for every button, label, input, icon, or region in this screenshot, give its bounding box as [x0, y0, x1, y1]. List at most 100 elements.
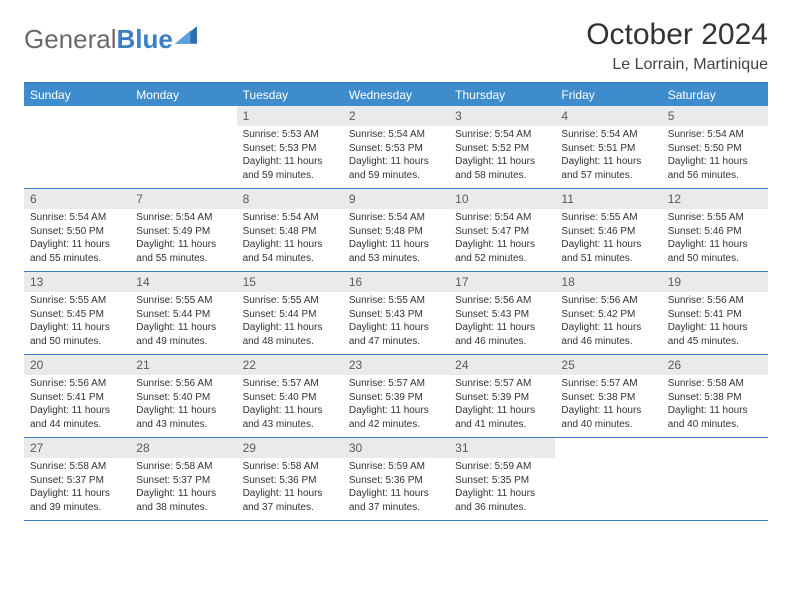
day-daylight1: Daylight: 11 hours: [455, 155, 549, 169]
day-cell: [24, 106, 130, 188]
day-daylight2: and 45 minutes.: [668, 335, 762, 349]
day-sunset: Sunset: 5:37 PM: [136, 474, 230, 488]
day-number: 12: [662, 189, 768, 209]
day-number: 21: [130, 355, 236, 375]
day-daylight1: Daylight: 11 hours: [30, 321, 124, 335]
day-sunset: Sunset: 5:40 PM: [243, 391, 337, 405]
day-sunset: Sunset: 5:43 PM: [349, 308, 443, 322]
day-body: Sunrise: 5:55 AMSunset: 5:44 PMDaylight:…: [237, 292, 343, 352]
day-sunrise: Sunrise: 5:55 AM: [243, 294, 337, 308]
day-sunset: Sunset: 5:50 PM: [668, 142, 762, 156]
day-number: 28: [130, 438, 236, 458]
day-number: [130, 106, 236, 112]
day-daylight2: and 36 minutes.: [455, 501, 549, 515]
day-cell: 23Sunrise: 5:57 AMSunset: 5:39 PMDayligh…: [343, 355, 449, 437]
day-sunrise: Sunrise: 5:57 AM: [455, 377, 549, 391]
day-daylight2: and 52 minutes.: [455, 252, 549, 266]
day-daylight1: Daylight: 11 hours: [561, 238, 655, 252]
day-body: Sunrise: 5:54 AMSunset: 5:50 PMDaylight:…: [662, 126, 768, 186]
weekday-header: Thursday: [449, 84, 555, 106]
day-sunset: Sunset: 5:53 PM: [349, 142, 443, 156]
day-sunrise: Sunrise: 5:55 AM: [668, 211, 762, 225]
day-sunset: Sunset: 5:38 PM: [668, 391, 762, 405]
day-body: Sunrise: 5:54 AMSunset: 5:47 PMDaylight:…: [449, 209, 555, 269]
day-daylight1: Daylight: 11 hours: [561, 404, 655, 418]
day-cell: 17Sunrise: 5:56 AMSunset: 5:43 PMDayligh…: [449, 272, 555, 354]
day-sunset: Sunset: 5:39 PM: [349, 391, 443, 405]
day-cell: 15Sunrise: 5:55 AMSunset: 5:44 PMDayligh…: [237, 272, 343, 354]
day-sunset: Sunset: 5:40 PM: [136, 391, 230, 405]
day-sunset: Sunset: 5:49 PM: [136, 225, 230, 239]
day-body: Sunrise: 5:55 AMSunset: 5:44 PMDaylight:…: [130, 292, 236, 352]
day-daylight1: Daylight: 11 hours: [349, 155, 443, 169]
logo-triangle-icon: [175, 26, 197, 44]
day-cell: 13Sunrise: 5:55 AMSunset: 5:45 PMDayligh…: [24, 272, 130, 354]
day-daylight2: and 53 minutes.: [349, 252, 443, 266]
day-body: Sunrise: 5:57 AMSunset: 5:38 PMDaylight:…: [555, 375, 661, 435]
day-sunrise: Sunrise: 5:58 AM: [136, 460, 230, 474]
day-daylight1: Daylight: 11 hours: [561, 155, 655, 169]
day-cell: 16Sunrise: 5:55 AMSunset: 5:43 PMDayligh…: [343, 272, 449, 354]
day-body: Sunrise: 5:53 AMSunset: 5:53 PMDaylight:…: [237, 126, 343, 186]
day-sunrise: Sunrise: 5:54 AM: [455, 128, 549, 142]
day-body: Sunrise: 5:54 AMSunset: 5:48 PMDaylight:…: [343, 209, 449, 269]
day-cell: 3Sunrise: 5:54 AMSunset: 5:52 PMDaylight…: [449, 106, 555, 188]
day-sunrise: Sunrise: 5:54 AM: [349, 128, 443, 142]
day-daylight2: and 38 minutes.: [136, 501, 230, 515]
day-daylight2: and 41 minutes.: [455, 418, 549, 432]
day-body: Sunrise: 5:54 AMSunset: 5:51 PMDaylight:…: [555, 126, 661, 186]
day-daylight1: Daylight: 11 hours: [243, 404, 337, 418]
day-daylight1: Daylight: 11 hours: [455, 321, 549, 335]
day-daylight2: and 57 minutes.: [561, 169, 655, 183]
day-body: Sunrise: 5:55 AMSunset: 5:45 PMDaylight:…: [24, 292, 130, 352]
brand-part1: General: [24, 24, 117, 55]
day-number: 11: [555, 189, 661, 209]
day-number: 26: [662, 355, 768, 375]
day-cell: [130, 106, 236, 188]
day-cell: 20Sunrise: 5:56 AMSunset: 5:41 PMDayligh…: [24, 355, 130, 437]
day-sunset: Sunset: 5:48 PM: [349, 225, 443, 239]
day-daylight2: and 56 minutes.: [668, 169, 762, 183]
day-number: 9: [343, 189, 449, 209]
location-text: Le Lorrain, Martinique: [586, 56, 768, 74]
day-sunrise: Sunrise: 5:57 AM: [243, 377, 337, 391]
day-sunset: Sunset: 5:35 PM: [455, 474, 549, 488]
day-body: Sunrise: 5:57 AMSunset: 5:39 PMDaylight:…: [343, 375, 449, 435]
weekday-header: Tuesday: [237, 84, 343, 106]
day-daylight2: and 40 minutes.: [561, 418, 655, 432]
weekday-header: Friday: [555, 84, 661, 106]
day-cell: 14Sunrise: 5:55 AMSunset: 5:44 PMDayligh…: [130, 272, 236, 354]
day-cell: 1Sunrise: 5:53 AMSunset: 5:53 PMDaylight…: [237, 106, 343, 188]
week-row: 1Sunrise: 5:53 AMSunset: 5:53 PMDaylight…: [24, 106, 768, 189]
day-daylight1: Daylight: 11 hours: [243, 238, 337, 252]
day-sunset: Sunset: 5:45 PM: [30, 308, 124, 322]
day-daylight1: Daylight: 11 hours: [243, 321, 337, 335]
day-daylight1: Daylight: 11 hours: [668, 238, 762, 252]
day-body: Sunrise: 5:58 AMSunset: 5:37 PMDaylight:…: [130, 458, 236, 518]
day-sunrise: Sunrise: 5:56 AM: [668, 294, 762, 308]
day-body: Sunrise: 5:56 AMSunset: 5:43 PMDaylight:…: [449, 292, 555, 352]
day-daylight1: Daylight: 11 hours: [349, 321, 443, 335]
day-daylight2: and 47 minutes.: [349, 335, 443, 349]
day-number: 16: [343, 272, 449, 292]
day-cell: 22Sunrise: 5:57 AMSunset: 5:40 PMDayligh…: [237, 355, 343, 437]
day-daylight2: and 55 minutes.: [136, 252, 230, 266]
day-daylight2: and 54 minutes.: [243, 252, 337, 266]
day-body: Sunrise: 5:58 AMSunset: 5:38 PMDaylight:…: [662, 375, 768, 435]
day-daylight2: and 49 minutes.: [136, 335, 230, 349]
day-sunrise: Sunrise: 5:54 AM: [561, 128, 655, 142]
day-number: 20: [24, 355, 130, 375]
day-sunrise: Sunrise: 5:58 AM: [243, 460, 337, 474]
day-number: 31: [449, 438, 555, 458]
day-cell: [662, 438, 768, 520]
day-cell: 10Sunrise: 5:54 AMSunset: 5:47 PMDayligh…: [449, 189, 555, 271]
day-daylight1: Daylight: 11 hours: [243, 487, 337, 501]
day-sunrise: Sunrise: 5:54 AM: [136, 211, 230, 225]
day-sunset: Sunset: 5:43 PM: [455, 308, 549, 322]
day-number: 14: [130, 272, 236, 292]
day-number: 15: [237, 272, 343, 292]
day-cell: 19Sunrise: 5:56 AMSunset: 5:41 PMDayligh…: [662, 272, 768, 354]
day-number: [555, 438, 661, 444]
day-cell: 9Sunrise: 5:54 AMSunset: 5:48 PMDaylight…: [343, 189, 449, 271]
day-sunset: Sunset: 5:51 PM: [561, 142, 655, 156]
